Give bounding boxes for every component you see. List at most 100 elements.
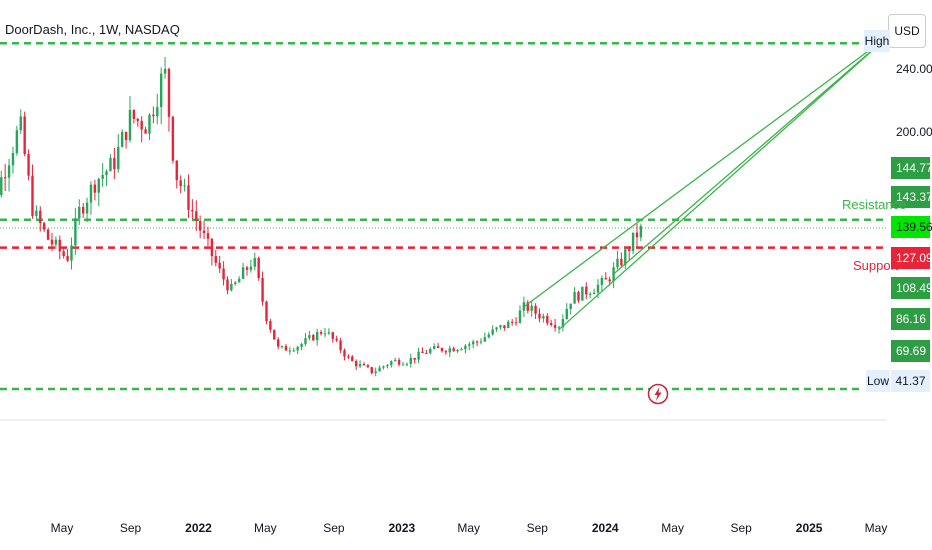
- candle: [405, 362, 409, 367]
- candle: [464, 344, 467, 354]
- candle: [31, 164, 34, 219]
- candle: [3, 164, 7, 192]
- candle: [616, 250, 619, 270]
- candle: [234, 281, 237, 286]
- candle: [175, 160, 178, 189]
- candle: [507, 319, 510, 329]
- x-tick-label: May: [865, 521, 888, 535]
- candle: [460, 347, 463, 351]
- candle: [249, 259, 253, 273]
- candle: [538, 308, 541, 323]
- candle: [292, 347, 295, 352]
- candle: [85, 197, 89, 223]
- candle: [66, 248, 69, 262]
- candle: [15, 125, 19, 156]
- candle: [58, 235, 61, 260]
- candle: [319, 330, 323, 336]
- x-tick-label: 2023: [389, 521, 416, 535]
- candle: [483, 332, 487, 343]
- candle: [546, 313, 549, 326]
- candle: [120, 129, 124, 148]
- candle: [390, 360, 393, 368]
- candle: [117, 133, 120, 173]
- candle: [577, 290, 580, 303]
- candle: [440, 347, 444, 353]
- candle: [382, 365, 385, 370]
- candle: [113, 147, 116, 180]
- candle: [27, 149, 30, 181]
- candle: [495, 326, 498, 333]
- x-tick-label: 2025: [796, 521, 823, 535]
- candle: [62, 247, 65, 259]
- candle: [101, 163, 104, 187]
- x-tick-label: May: [661, 521, 684, 535]
- candle: [401, 361, 405, 366]
- candles: [0, 57, 643, 377]
- candle: [561, 314, 565, 332]
- candle: [323, 328, 327, 338]
- candle: [105, 169, 108, 186]
- candle: [276, 337, 280, 350]
- candle: [366, 363, 370, 369]
- candle: [187, 174, 190, 219]
- candle: [588, 292, 592, 299]
- candle: [202, 220, 206, 239]
- candle: [109, 154, 112, 172]
- candle: [522, 296, 526, 318]
- candle: [312, 333, 315, 341]
- candle: [487, 332, 490, 339]
- candle: [35, 205, 38, 219]
- x-tick-label: Sep: [527, 521, 549, 535]
- candle: [347, 354, 350, 359]
- price-tag: 108.49: [891, 277, 932, 299]
- candle: [300, 342, 303, 351]
- candle: [206, 226, 210, 248]
- price-tag: 86.16: [891, 308, 930, 330]
- candle: [386, 364, 389, 369]
- price-tag: 143.37: [891, 186, 932, 208]
- candle: [81, 202, 85, 218]
- candle: [50, 232, 54, 252]
- candle: [581, 286, 584, 301]
- candle: [448, 345, 451, 358]
- candle: [425, 350, 428, 354]
- x-tick-label: May: [457, 521, 480, 535]
- candle: [479, 338, 483, 345]
- candle: [475, 340, 479, 347]
- price-axis-label: 240.00: [896, 62, 932, 76]
- candle: [19, 109, 22, 134]
- candle: [253, 252, 256, 271]
- resistance-label: Resistance: [842, 197, 907, 212]
- candle: [569, 303, 572, 315]
- candle: [152, 106, 155, 124]
- candle: [159, 67, 163, 125]
- lightning-icon[interactable]: [647, 383, 669, 405]
- candle: [128, 96, 132, 143]
- candle: [436, 342, 440, 349]
- candle: [304, 333, 307, 346]
- candle: [534, 303, 537, 320]
- candle: [499, 324, 502, 330]
- candle: [393, 357, 397, 362]
- x-tick-label: Sep: [120, 521, 142, 535]
- x-tick-label: May: [51, 521, 74, 535]
- candle: [565, 303, 568, 320]
- candle: [573, 287, 576, 304]
- currency-button[interactable]: USD: [888, 14, 926, 48]
- candle: [362, 362, 366, 366]
- candle: [163, 57, 167, 79]
- candle: [620, 252, 623, 268]
- candle: [351, 354, 354, 362]
- price-tag: 69.69: [891, 340, 930, 362]
- candle: [7, 158, 11, 192]
- candle: [191, 199, 194, 220]
- candle: [624, 245, 627, 269]
- candle: [549, 319, 553, 327]
- candle: [132, 109, 136, 124]
- candle: [269, 318, 272, 333]
- candle: [452, 346, 455, 352]
- x-tick-label: Sep: [323, 521, 345, 535]
- candle: [331, 331, 334, 343]
- candle: [179, 175, 182, 194]
